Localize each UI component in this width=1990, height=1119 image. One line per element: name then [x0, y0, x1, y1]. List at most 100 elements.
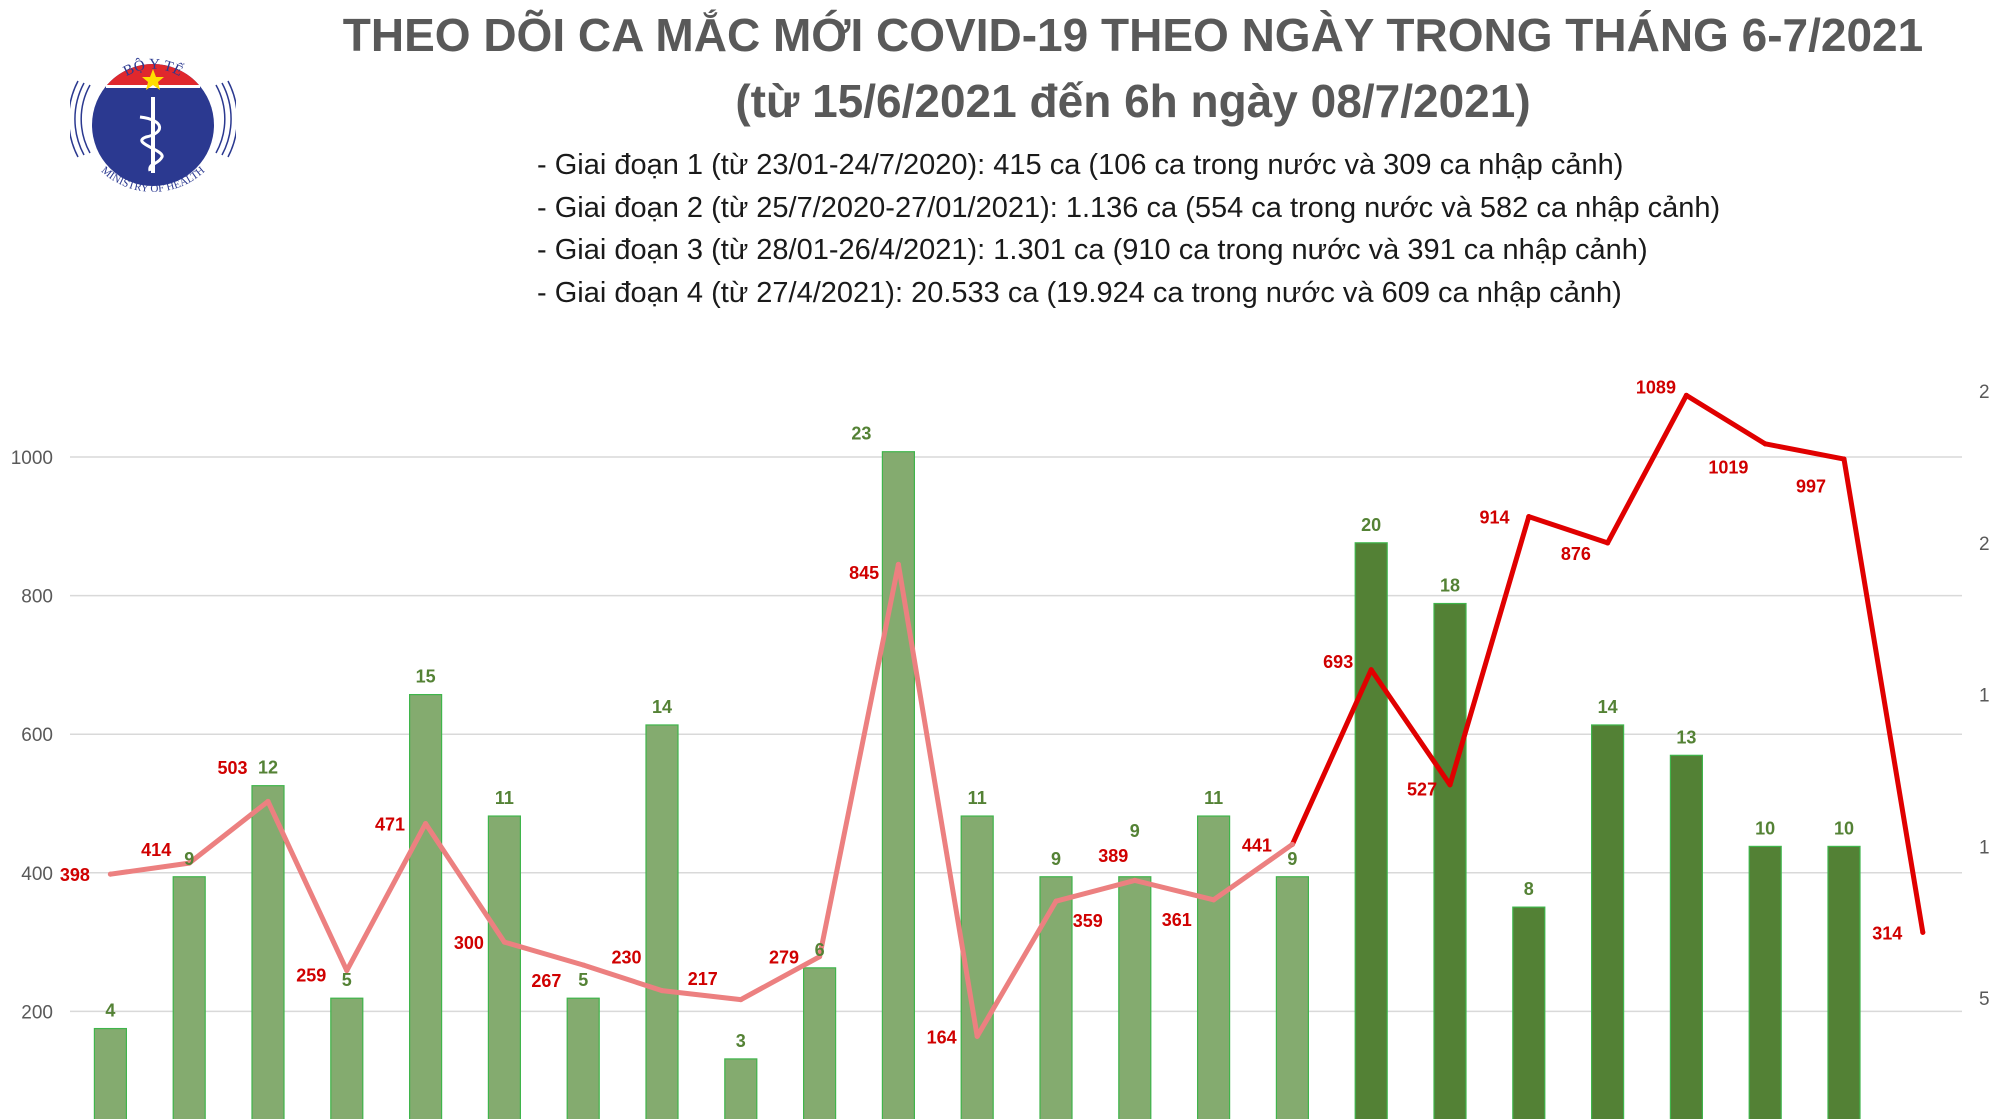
line-point [1289, 841, 1295, 847]
line-point [186, 860, 192, 866]
bar-value-label: 11 [495, 788, 514, 808]
bar-value-label: 11 [968, 788, 987, 808]
line-point [1368, 667, 1374, 673]
line-value-label: 361 [1162, 910, 1192, 930]
right-axis-tick: 10 [1979, 837, 1990, 858]
line-point [501, 939, 507, 945]
right-axis-tick: 15 [1979, 686, 1990, 707]
bar-value-label: 9 [1287, 849, 1297, 869]
bar [881, 451, 916, 1119]
chart-subtitle: (từ 15/6/2021 đến 6h ngày 08/7/2021) [735, 75, 1531, 127]
line-value-label: 471 [375, 815, 405, 835]
logo-top-text: BỘ Y TẾ [121, 56, 186, 79]
line-value-label: 527 [1407, 780, 1437, 800]
line-point [974, 1033, 980, 1039]
bar [802, 967, 837, 1119]
line-point [738, 997, 744, 1003]
bar [487, 815, 521, 1119]
bar-value-label: 8 [1524, 879, 1534, 899]
chart-title: THEO DÕI CA MẮC MỚI COVID-19 THEO NGÀY T… [342, 9, 1924, 61]
line-segment [974, 898, 1059, 1039]
line-value-label: 414 [141, 840, 171, 860]
line-segment [1132, 877, 1217, 903]
line-point [1132, 877, 1138, 883]
left-axis-tick: 600 [21, 725, 53, 746]
line-point [344, 968, 350, 974]
line-segment [1526, 514, 1611, 546]
line-point [895, 561, 901, 567]
bar [1669, 754, 1704, 1119]
right-axis-tick: 5 [1979, 989, 1990, 1010]
line-value-label: 503 [217, 758, 247, 778]
line-segment [186, 798, 271, 866]
line-value-label: 845 [849, 563, 879, 583]
line-segment [1053, 877, 1138, 904]
bar [1118, 876, 1152, 1119]
line-segment [1762, 441, 1847, 462]
bar-value-label: 3 [736, 1031, 746, 1051]
bar [251, 785, 285, 1119]
bar-value-label: 5 [578, 970, 588, 990]
ministry-of-health-logo: BỘ Y TẾ MINISTRY OF HEALTH [70, 56, 236, 195]
bar [1590, 724, 1625, 1119]
bar-value-label: 20 [1361, 515, 1381, 535]
line-value-label: 693 [1323, 652, 1353, 672]
line-segment [1605, 392, 1689, 546]
line-value-label: 279 [769, 948, 799, 968]
line-point [1211, 897, 1217, 903]
line-segment [423, 821, 507, 945]
line-value-label: 300 [454, 933, 484, 953]
line-value-label: 164 [927, 1027, 957, 1047]
line-segment [1289, 667, 1374, 847]
line-segment [1211, 841, 1295, 903]
line-point [107, 871, 113, 877]
line-value-label: 314 [1872, 923, 1902, 943]
line-segment [501, 939, 586, 968]
line-value-label: 876 [1561, 544, 1591, 564]
line-point [423, 821, 429, 827]
line-point [1762, 441, 1768, 447]
bar [1748, 845, 1782, 1119]
bar-value-label: 4 [105, 1001, 115, 1021]
right-axis-tick: 20 [1979, 534, 1990, 555]
line-point [265, 798, 271, 804]
line-value-label: 389 [1098, 846, 1128, 866]
bar-value-label: 11 [1204, 788, 1223, 808]
line-value-label: 359 [1073, 911, 1103, 931]
bar [566, 997, 600, 1119]
line-point [1053, 898, 1059, 904]
line-segment [1447, 514, 1532, 788]
line-point [1683, 392, 1689, 398]
bar-value-label: 10 [1834, 818, 1854, 838]
bar [1354, 542, 1388, 1119]
bar-value-label: 6 [815, 940, 825, 960]
line-segment [738, 954, 823, 1003]
line-segment [265, 798, 350, 974]
phase-summary-item: - Giai đoạn 1 (từ 23/01-24/7/2020): 415 … [537, 149, 1624, 181]
phase-summary-item: - Giai đoạn 4 (từ 27/4/2021): 20.533 ca … [537, 276, 1622, 309]
line-value-label: 267 [531, 971, 561, 991]
line-value-label: 398 [60, 865, 90, 885]
line-value-label: 217 [688, 969, 718, 989]
line-value-label: 1019 [1708, 458, 1748, 478]
bar [645, 724, 679, 1119]
phase-summary-item: - Giai đoạn 3 (từ 28/01-26/4/2021): 1.30… [537, 234, 1648, 266]
bar [1039, 876, 1073, 1119]
line-segment [107, 860, 192, 877]
bar [409, 693, 443, 1119]
line-point [1841, 456, 1847, 462]
bar-value-label: 12 [258, 758, 278, 778]
bar-value-label: 13 [1676, 727, 1696, 747]
line-value-label: 997 [1796, 477, 1826, 497]
bar [1196, 815, 1231, 1119]
bar-value-label: 23 [851, 424, 871, 444]
left-axis-tick: 1000 [11, 448, 53, 469]
bar [330, 997, 364, 1119]
line-value-label: 441 [1242, 835, 1272, 855]
phase-summary-list: - Giai đoạn 1 (từ 23/01-24/7/2020): 415 … [537, 144, 1720, 314]
line-point [659, 988, 665, 994]
line-segment [344, 821, 429, 974]
bar [1433, 602, 1467, 1119]
line-point [1447, 782, 1453, 788]
